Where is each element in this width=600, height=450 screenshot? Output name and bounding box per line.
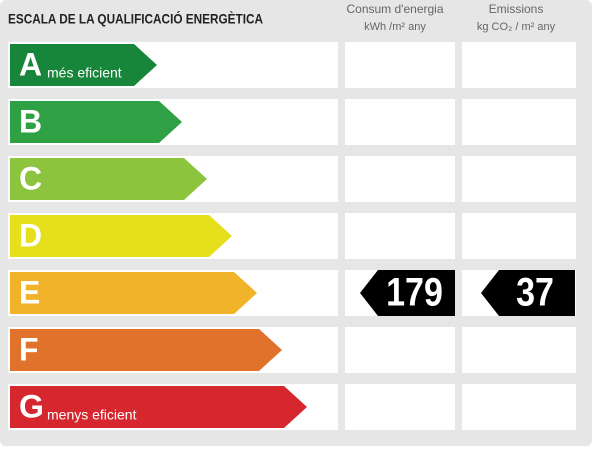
class-letter: F <box>19 331 39 367</box>
class-arrow <box>10 101 182 143</box>
class-note: més eficient <box>47 65 122 81</box>
class-arrow <box>10 329 282 371</box>
class-arrow <box>10 386 307 428</box>
value-cell <box>345 42 455 88</box>
value-cell <box>345 213 455 259</box>
value-cell <box>462 327 576 373</box>
value-badge <box>481 270 575 316</box>
class-letter: D <box>19 217 42 253</box>
value-cell <box>345 327 455 373</box>
title: ESCALA DE LA QUALIFICACIÓ ENERGÈTICA <box>8 10 263 27</box>
column-name: Consum d'energia <box>346 2 443 16</box>
class-letter: B <box>19 103 42 139</box>
column-unit: kg CO₂ / m² any <box>477 21 556 33</box>
value-cell <box>462 156 576 202</box>
class-arrow <box>10 215 232 257</box>
column-unit: kWh /m² any <box>364 21 426 33</box>
class-arrow <box>10 158 207 200</box>
value-cell <box>345 384 455 430</box>
class-note: menys eficient <box>47 407 137 423</box>
class-letter: E <box>19 274 40 310</box>
value-cell <box>462 42 576 88</box>
class-letter: A <box>19 46 42 82</box>
value-cell <box>462 384 576 430</box>
class-letter: G <box>19 388 44 424</box>
value-cell <box>345 99 455 145</box>
value-badge <box>360 270 455 316</box>
class-letter: C <box>19 160 42 196</box>
value-cell <box>462 99 576 145</box>
value-cell <box>345 156 455 202</box>
value: 37 <box>516 269 554 314</box>
value-cell <box>462 213 576 259</box>
value: 179 <box>386 269 443 314</box>
class-arrow <box>10 44 157 86</box>
column-name: Emissions <box>489 2 544 16</box>
class-arrow <box>10 272 257 314</box>
